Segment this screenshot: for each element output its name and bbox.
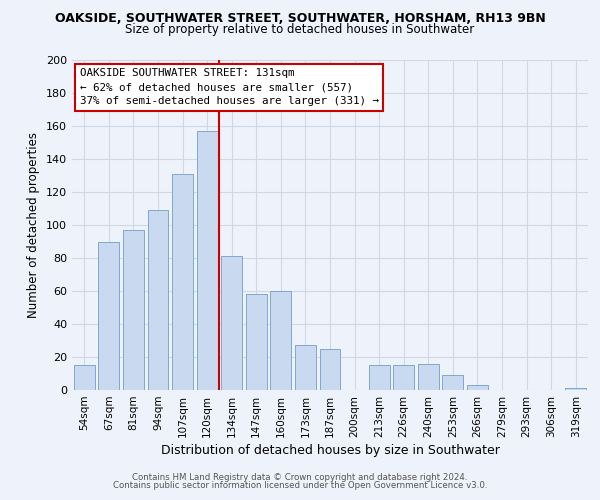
X-axis label: Distribution of detached houses by size in Southwater: Distribution of detached houses by size …: [161, 444, 499, 457]
Bar: [74, 365, 95, 390]
Bar: [197, 131, 218, 390]
Bar: [368, 365, 389, 390]
Bar: [123, 230, 144, 390]
Text: OAKSIDE, SOUTHWATER STREET, SOUTHWATER, HORSHAM, RH13 9BN: OAKSIDE, SOUTHWATER STREET, SOUTHWATER, …: [55, 12, 545, 26]
Bar: [246, 294, 267, 390]
Text: Contains public sector information licensed under the Open Government Licence v3: Contains public sector information licen…: [113, 481, 487, 490]
Bar: [271, 291, 292, 390]
Bar: [418, 364, 439, 390]
Y-axis label: Number of detached properties: Number of detached properties: [28, 132, 40, 318]
Text: Size of property relative to detached houses in Southwater: Size of property relative to detached ho…: [125, 22, 475, 36]
Bar: [148, 210, 169, 390]
Text: OAKSIDE SOUTHWATER STREET: 131sqm
← 62% of detached houses are smaller (557)
37%: OAKSIDE SOUTHWATER STREET: 131sqm ← 62% …: [80, 68, 379, 106]
Bar: [98, 242, 119, 390]
Bar: [320, 349, 340, 390]
Bar: [467, 385, 488, 390]
Bar: [172, 174, 193, 390]
Bar: [565, 388, 586, 390]
Text: Contains HM Land Registry data © Crown copyright and database right 2024.: Contains HM Land Registry data © Crown c…: [132, 472, 468, 482]
Bar: [393, 365, 414, 390]
Bar: [295, 346, 316, 390]
Bar: [442, 375, 463, 390]
Bar: [221, 256, 242, 390]
